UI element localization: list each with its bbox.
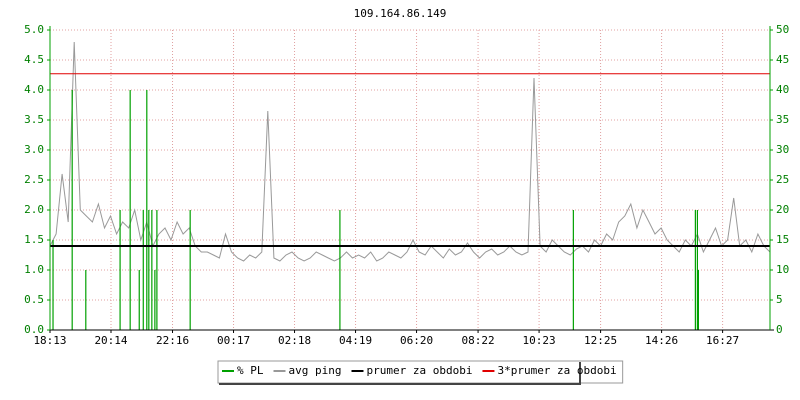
x-tick-label: 02:18	[278, 334, 311, 347]
y-tick-label: 4.5	[24, 53, 44, 66]
chart-title: 109.164.86.149	[354, 7, 447, 20]
x-tick-label: 04:19	[339, 334, 372, 347]
y2-tick-label: 10	[776, 263, 789, 276]
x-tick-label: 08:22	[462, 334, 495, 347]
y2-tick-label: 15	[776, 233, 789, 246]
y-tick-label: 0.5	[24, 293, 44, 306]
y-tick-label: 2.5	[24, 173, 44, 186]
y2-tick-label: 45	[776, 53, 789, 66]
legend-label: % PL	[237, 364, 264, 377]
y2-tick-label: 25	[776, 173, 789, 186]
legend-label: prumer za obdobi	[366, 364, 472, 377]
y-tick-label: 3.0	[24, 143, 44, 156]
y-tick-label: 1.0	[24, 263, 44, 276]
y-tick-label: 4.0	[24, 83, 44, 96]
x-tick-label: 14:26	[645, 334, 678, 347]
legend: % PL avg ping prumer za obdobi 3*prumer za …	[217, 360, 624, 385]
y2-tick-label: 50	[776, 23, 789, 36]
y-tick-label: 5.0	[24, 23, 44, 36]
x-tick-label: 06:20	[400, 334, 433, 347]
legend-label: avg ping	[289, 364, 342, 377]
x-tick-label: 22:16	[156, 334, 189, 347]
y2-tick-label: 35	[776, 113, 789, 126]
y-tick-label: 0.0	[24, 323, 44, 336]
y2-tick-label: 40	[776, 83, 789, 96]
x-tick-label: 18:13	[33, 334, 66, 347]
y-tick-label: 1.5	[24, 233, 44, 246]
y2-tick-label: 5	[776, 293, 783, 306]
legend-label: 3*prumer za obdobi	[497, 364, 616, 377]
x-tick-label: 00:17	[217, 334, 250, 347]
x-tick-label: 16:27	[706, 334, 739, 347]
y-tick-label: 2.0	[24, 203, 44, 216]
y2-tick-label: 20	[776, 203, 789, 216]
x-tick-label: 10:23	[523, 334, 556, 347]
x-tick-label: 12:25	[584, 334, 617, 347]
y-tick-label: 3.5	[24, 113, 44, 126]
y2-tick-label: 0	[776, 323, 783, 336]
x-tick-label: 20:14	[94, 334, 127, 347]
y2-tick-label: 30	[776, 143, 789, 156]
